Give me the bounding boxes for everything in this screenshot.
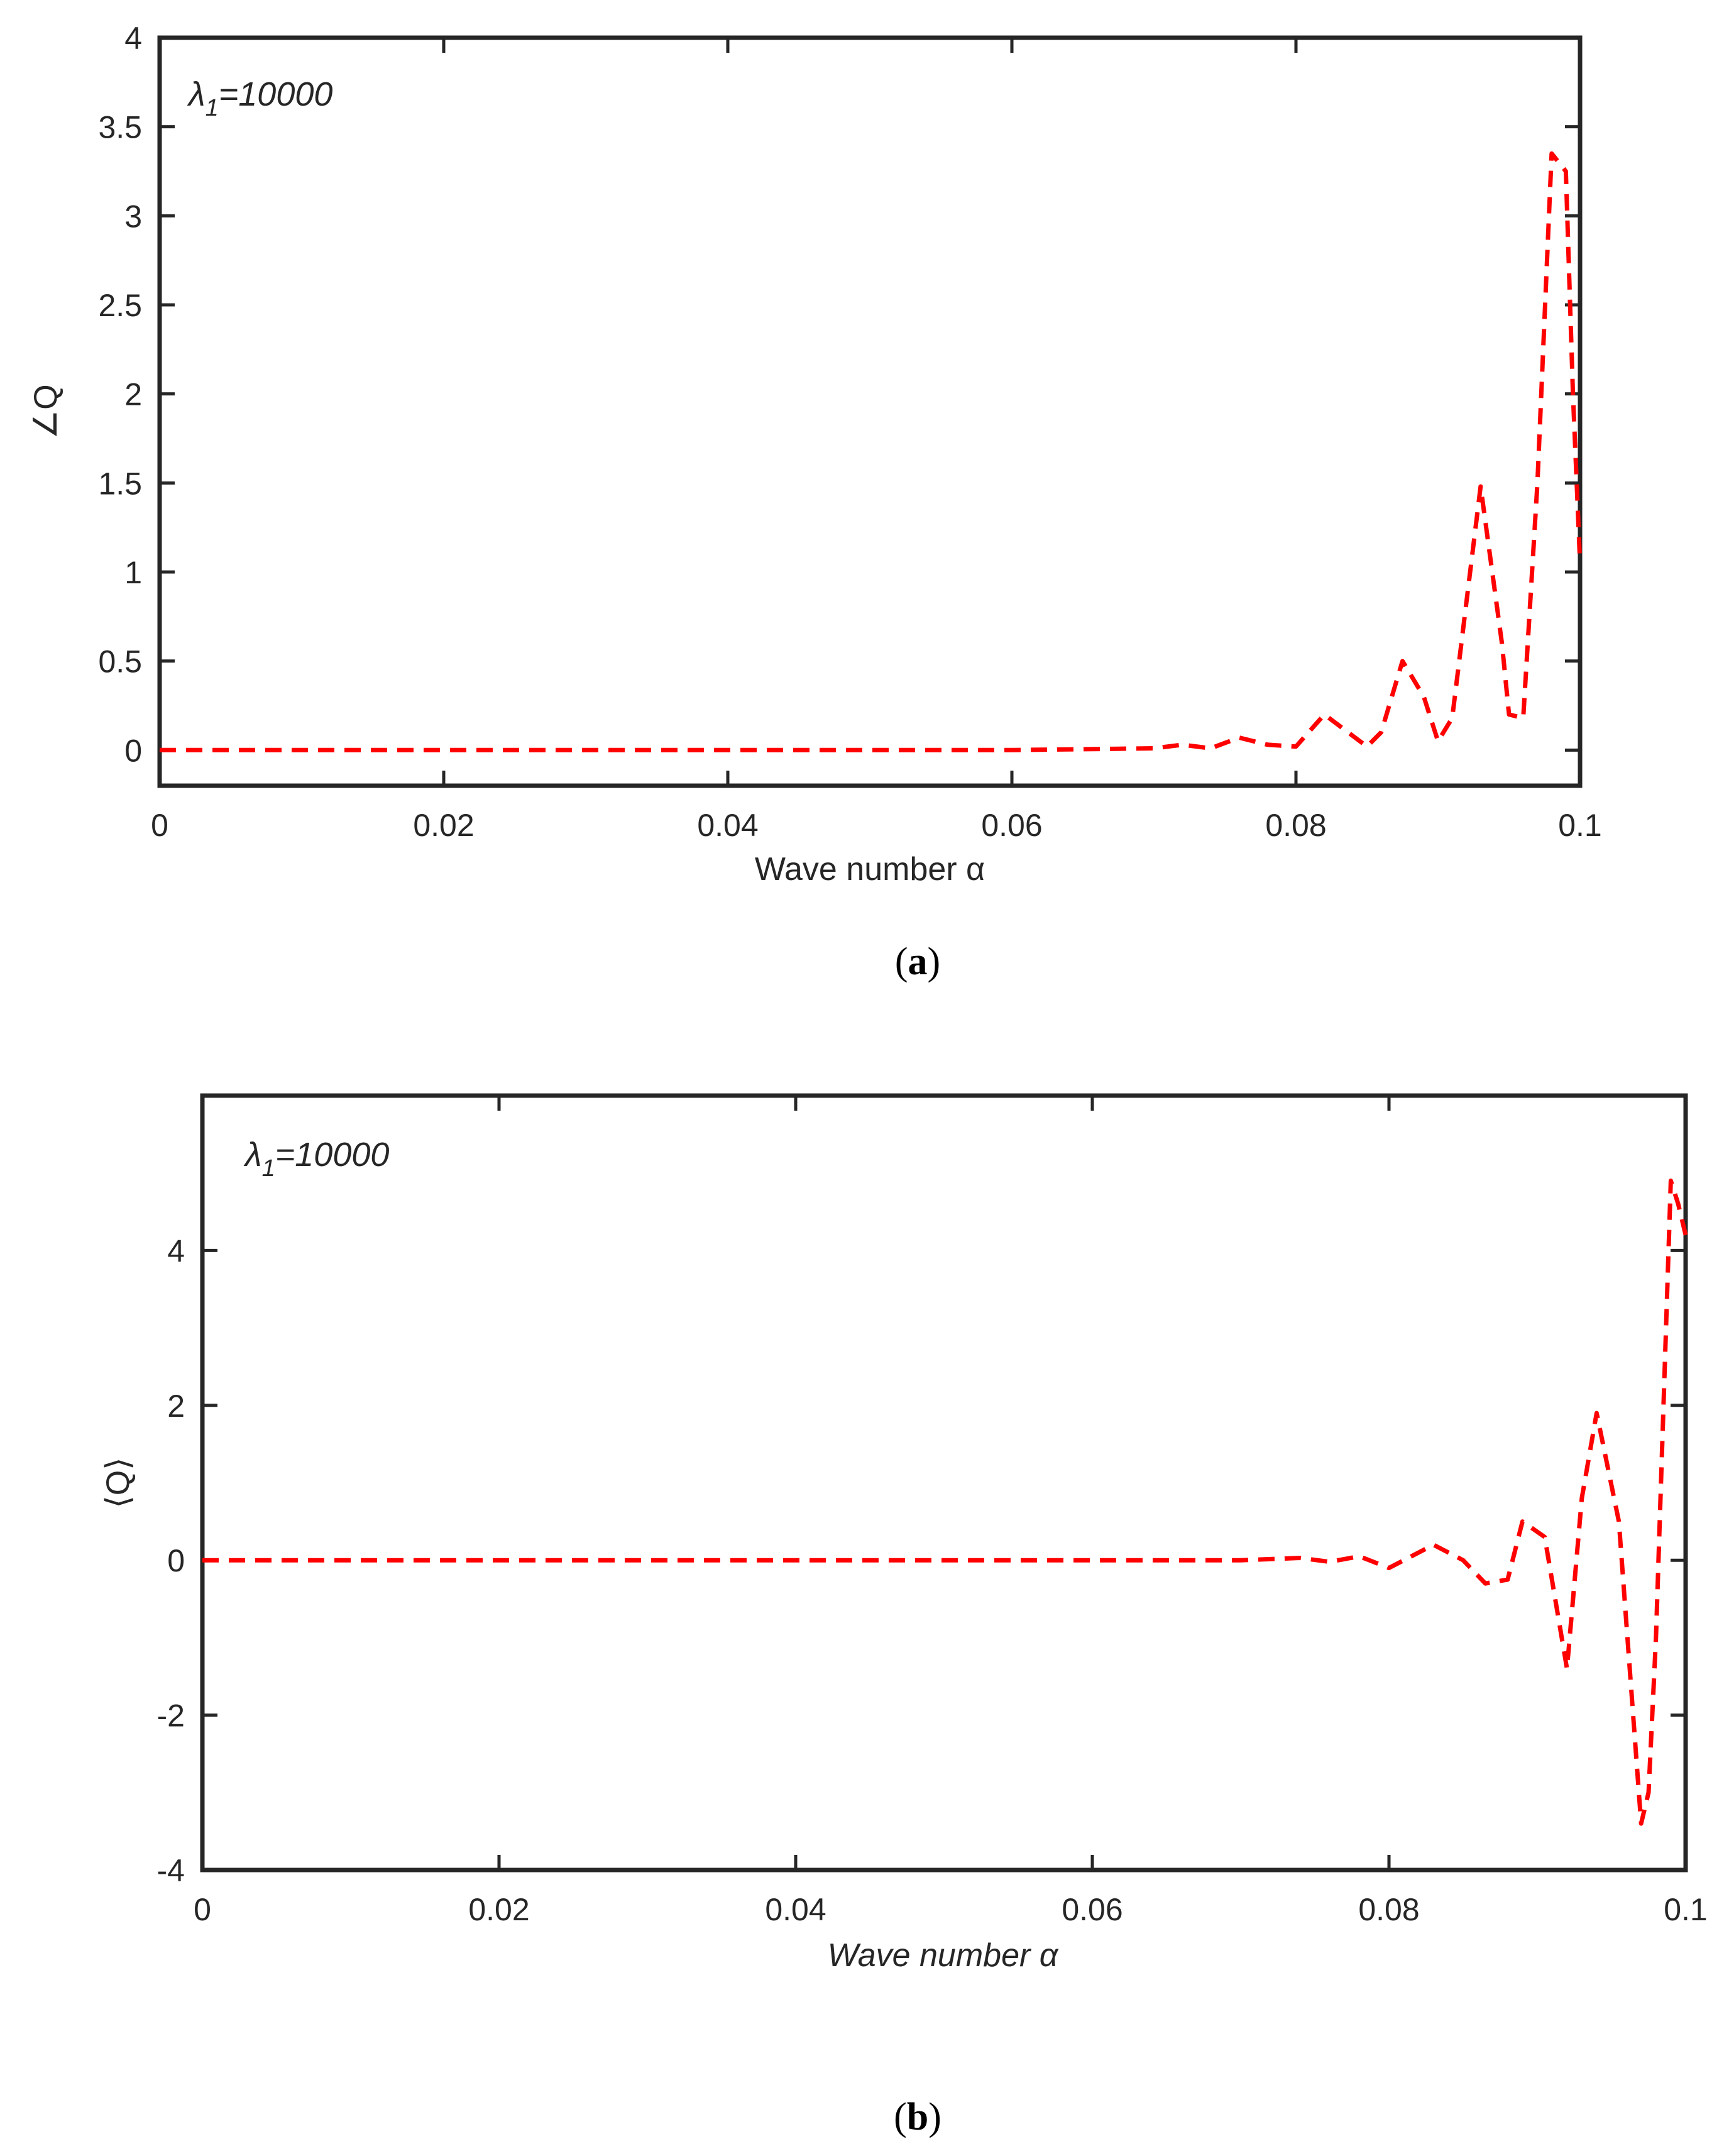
chart-panel-a: 0 0.5 1 1.5 2 2.5 3 3.5 4 0 0.02 0.04 0.06 0.08 0.1 λ… xyxy=(28,21,1602,983)
x-axis-label-a: Wave number α xyxy=(755,851,985,888)
plot-frame-b xyxy=(200,1093,1688,1873)
chart-panel-b: -4 -2 0 2 4 0 0.02 0.04 0.06 0.08 0.1 λ1=10000 Wa… xyxy=(100,1093,1708,2138)
x-tick-label-a: 0.04 xyxy=(697,808,758,843)
x-tick-label-b: 0.04 xyxy=(765,1892,826,1927)
y-tick-label-b: -4 xyxy=(157,1853,185,1888)
x-axis-label-b: Wave number α xyxy=(828,1937,1059,1974)
x-tick-label-b: 0.06 xyxy=(1062,1892,1122,1927)
x-ticks-b: 0 0.02 0.04 0.06 0.08 0.1 xyxy=(194,1096,1708,1927)
series-layer-a xyxy=(160,151,1583,752)
panel-label-a: (a) xyxy=(895,940,940,983)
y-axis-label-b: ⟨Q⟩ xyxy=(100,1457,136,1508)
y-tick-label-a: 0.5 xyxy=(98,644,142,679)
x-tick-label-a: 0.1 xyxy=(1558,808,1602,843)
x-tick-label-b: 0.1 xyxy=(1664,1892,1708,1927)
y-tick-label-b: 0 xyxy=(167,1543,185,1578)
series-layer-b xyxy=(202,1179,1688,1826)
y-ticks-b: -4 -2 0 2 4 xyxy=(157,1233,1686,1888)
y-tick-label-a: 1 xyxy=(124,555,142,590)
y-tick-label-a: 1.5 xyxy=(98,466,142,501)
y-tick-label-a: 3.5 xyxy=(98,110,142,145)
x-tick-label-b: 0.02 xyxy=(468,1892,529,1927)
x-tick-label-a: 0 xyxy=(151,808,168,843)
y-tick-label-a: 4 xyxy=(124,21,142,56)
y-tick-label-b: 4 xyxy=(167,1233,185,1268)
y-tick-label-a: 2 xyxy=(124,377,142,412)
x-tick-label-a: 0.08 xyxy=(1265,808,1326,843)
y-tick-label-b: 2 xyxy=(167,1389,185,1424)
x-tick-label-b: 0 xyxy=(194,1892,211,1927)
annotation-lambda-a: λ1=10000 xyxy=(187,75,332,121)
x-tick-label-b: 0.08 xyxy=(1358,1892,1419,1927)
y-axis-label-a: ∠Q xyxy=(28,384,64,439)
plot-frame-a xyxy=(157,35,1583,788)
y-tick-label-b: -2 xyxy=(157,1698,185,1734)
y-tick-label-a: 0 xyxy=(124,733,142,768)
series-line-a xyxy=(160,151,1583,752)
series-line-b xyxy=(202,1179,1688,1826)
x-tick-label-a: 0.06 xyxy=(981,808,1042,843)
y-tick-label-a: 2.5 xyxy=(98,288,142,323)
x-ticks-a: 0 0.02 0.04 0.06 0.08 0.1 xyxy=(151,38,1602,843)
y-tick-label-a: 3 xyxy=(124,199,142,234)
annotation-lambda-b: λ1=10000 xyxy=(243,1136,389,1182)
panel-label-b: (b) xyxy=(894,2096,941,2138)
x-tick-label-a: 0.02 xyxy=(413,808,474,843)
y-ticks-a: 0 0.5 1 1.5 2 2.5 3 3.5 4 xyxy=(98,21,1580,768)
